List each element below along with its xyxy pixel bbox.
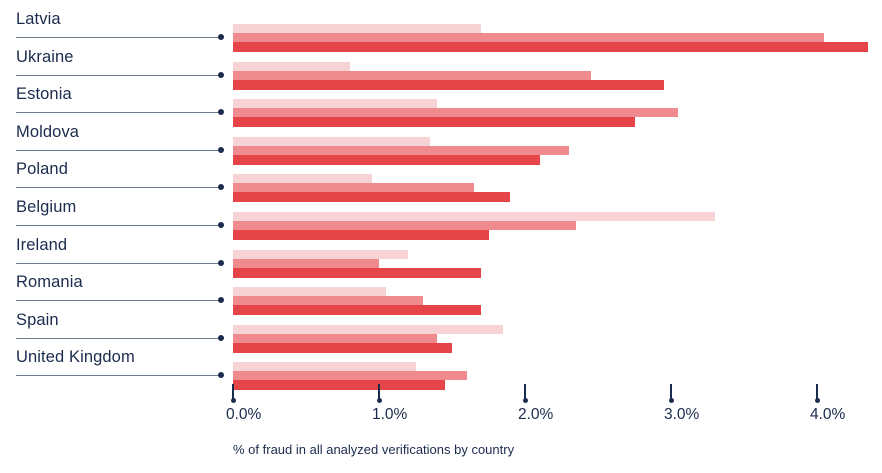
country-row: Ukraine xyxy=(0,47,882,90)
tick-line xyxy=(670,384,672,400)
country-row: Ireland xyxy=(0,235,882,278)
country-row: United Kingdom xyxy=(0,348,882,391)
country-label: Romania xyxy=(16,273,83,292)
tick-line xyxy=(524,384,526,400)
series-light-pink-bar xyxy=(233,24,481,33)
series-light-pink-bar xyxy=(233,61,350,71)
leader-dot xyxy=(218,334,224,341)
leader-dot xyxy=(218,34,224,40)
country-label: Poland xyxy=(16,160,68,179)
series-dark-red-bar xyxy=(233,267,481,278)
series-light-pink-bar xyxy=(233,174,372,184)
country-row: Spain xyxy=(0,310,882,353)
leader-dot xyxy=(218,372,224,379)
country-row: Estonia xyxy=(0,85,882,128)
series-medium-salmon-bar xyxy=(233,296,423,306)
leader-line xyxy=(16,225,222,226)
x-tick-label: 3.0% xyxy=(664,406,700,423)
country-label: Belgium xyxy=(16,198,77,216)
series-light-pink-bar xyxy=(233,362,416,372)
country-label: Moldova xyxy=(16,122,80,141)
chart-caption: % of fraud in all analyzed verifications… xyxy=(233,442,515,457)
leader-dot xyxy=(218,297,224,304)
country-row: Belgium xyxy=(0,198,882,240)
leader-line xyxy=(16,187,222,189)
leader-dot xyxy=(218,184,224,191)
series-dark-red-bar xyxy=(233,380,445,391)
leader-dot xyxy=(218,222,224,228)
series-dark-red-bar xyxy=(233,42,868,52)
leader-line xyxy=(16,300,222,302)
series-light-pink-bar xyxy=(233,287,386,297)
series-light-pink-bar xyxy=(233,212,715,221)
leader-dot xyxy=(218,259,224,266)
tick-dot xyxy=(668,398,674,403)
country-label: Ireland xyxy=(16,235,68,254)
leader-dot xyxy=(218,109,224,116)
series-dark-red-bar xyxy=(233,342,452,353)
country-label: United Kingdom xyxy=(16,348,135,367)
series-light-pink-bar xyxy=(233,136,430,146)
x-tick-label: 2.0% xyxy=(518,406,554,423)
country-label: Ukraine xyxy=(16,47,74,66)
leader-line xyxy=(16,74,222,76)
tick-line xyxy=(378,384,380,400)
series-medium-salmon-bar xyxy=(233,258,379,268)
series-medium-salmon-bar xyxy=(233,333,437,343)
series-medium-salmon-bar xyxy=(233,70,591,80)
tick-line xyxy=(816,384,818,400)
country-label: Spain xyxy=(16,310,59,329)
series-light-pink-bar xyxy=(233,324,503,334)
x-tick-label: 0.0% xyxy=(226,406,262,423)
country-label: Latvia xyxy=(16,10,61,28)
country-row: Latvia xyxy=(0,10,882,52)
leader-line xyxy=(16,337,222,339)
tick-line xyxy=(232,384,234,400)
leader-line xyxy=(16,37,222,38)
country-label: Estonia xyxy=(16,85,72,104)
tick-dot xyxy=(230,398,236,403)
tick-dot xyxy=(376,398,382,403)
series-medium-salmon-bar xyxy=(233,145,569,155)
tick-dot xyxy=(522,398,528,403)
series-dark-red-bar xyxy=(233,305,481,316)
x-tick-label: 1.0% xyxy=(372,406,408,423)
series-light-pink-bar xyxy=(233,99,437,109)
x-tick-label: 4.0% xyxy=(810,406,846,423)
series-light-pink-bar xyxy=(233,249,408,259)
series-medium-salmon-bar xyxy=(233,33,824,42)
leader-line xyxy=(16,149,222,151)
country-row: Poland xyxy=(0,160,882,203)
series-medium-salmon-bar xyxy=(233,221,576,230)
series-dark-red-bar xyxy=(233,79,664,90)
leader-dot xyxy=(218,71,224,78)
leader-line xyxy=(16,375,222,377)
series-medium-salmon-bar xyxy=(233,108,678,118)
series-dark-red-bar xyxy=(233,117,635,128)
leader-line xyxy=(16,262,222,264)
series-dark-red-bar xyxy=(233,154,540,165)
country-row: Romania xyxy=(0,273,882,316)
leader-line xyxy=(16,112,222,114)
series-dark-red-bar xyxy=(233,192,510,203)
series-medium-salmon-bar xyxy=(233,371,467,381)
tick-dot xyxy=(814,398,820,403)
leader-dot xyxy=(218,146,224,153)
series-dark-red-bar xyxy=(233,230,489,240)
country-row: Moldova xyxy=(0,122,882,165)
series-medium-salmon-bar xyxy=(233,183,474,193)
